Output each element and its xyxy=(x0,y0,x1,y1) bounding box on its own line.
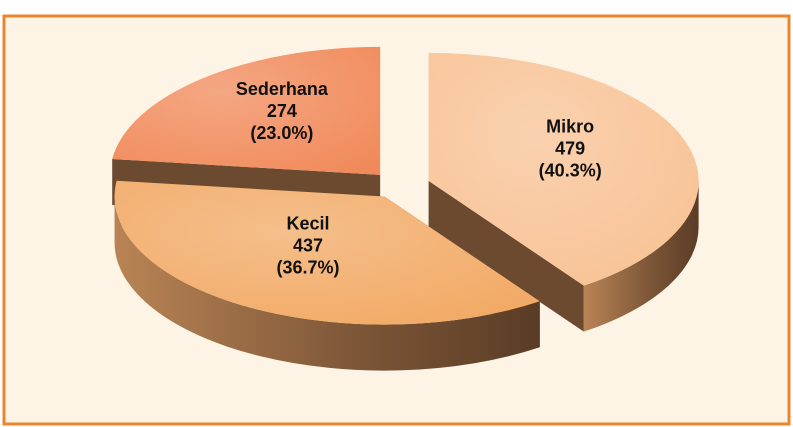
slice-wall xyxy=(583,180,699,332)
slice-value: 479 xyxy=(555,138,585,158)
slice-side xyxy=(428,180,584,332)
slice-percent: (36.7%) xyxy=(277,258,340,278)
slice-shine xyxy=(428,52,699,286)
slice-name: Sederhana xyxy=(236,79,329,99)
slice-wall xyxy=(114,196,540,371)
slice-shine xyxy=(114,180,540,325)
slice-shine xyxy=(112,46,381,175)
slice-value: 274 xyxy=(267,101,297,121)
slice-name: Kecil xyxy=(287,214,330,234)
slice-value: 437 xyxy=(293,236,323,256)
slice-percent: (40.3%) xyxy=(539,160,602,180)
slice-name: Mikro xyxy=(546,116,594,136)
pie xyxy=(112,46,699,371)
slice-percent: (23.0%) xyxy=(250,123,313,143)
